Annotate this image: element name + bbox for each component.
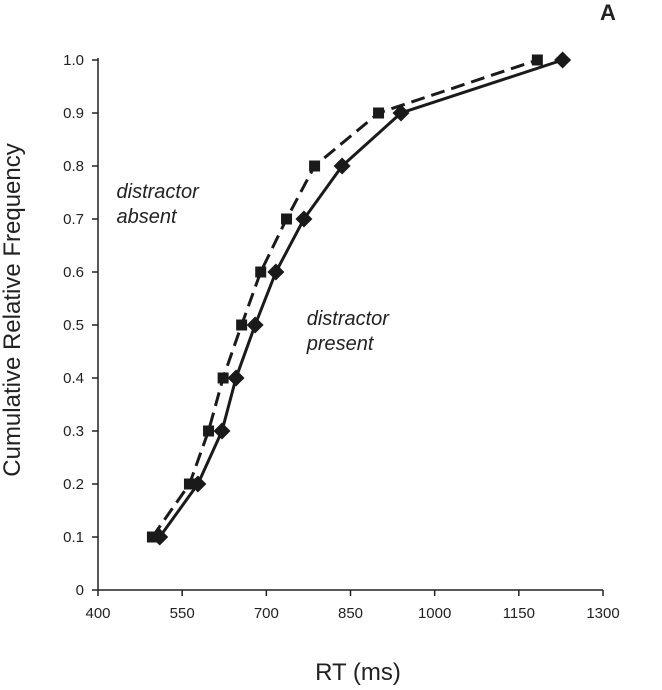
data-point-diamond	[189, 475, 207, 493]
data-point-square	[531, 54, 543, 66]
y-axis-title: Cumulative Relative Frequency	[0, 143, 26, 476]
x-tick-label: 850	[338, 605, 363, 622]
panel-label: A	[600, 0, 616, 25]
series-line-distractor-present	[158, 58, 564, 538]
y-tick-label: 0.9	[63, 105, 84, 122]
x-tick-label: 1000	[418, 605, 451, 622]
annotation-line: absent	[117, 206, 178, 228]
x-tick-label: 1300	[586, 605, 619, 622]
data-point-diamond	[246, 316, 264, 334]
data-point-square	[203, 425, 215, 437]
data-point-diamond	[392, 104, 410, 122]
data-point-diamond	[267, 263, 285, 281]
annotation-line: present	[306, 333, 375, 355]
data-point-diamond	[151, 528, 169, 546]
data-point-square	[373, 107, 385, 119]
y-tick-label: 0.5	[63, 317, 84, 334]
data-point-square	[281, 213, 293, 225]
data-point-diamond	[213, 422, 231, 440]
x-tick-label: 1150	[503, 605, 535, 622]
series-line-distractor-absent	[151, 58, 538, 538]
data-point-diamond	[295, 210, 313, 228]
data-point-diamond	[554, 51, 572, 69]
annotation-line: distractor	[117, 181, 201, 203]
x-ticks: 400 550 700 850 1000 1150 1300	[85, 590, 620, 622]
x-axis-title: RT (ms)	[315, 659, 401, 686]
data-point-square	[217, 372, 229, 384]
y-tick-label: 0.1	[63, 529, 84, 546]
x-tick-label: 550	[170, 605, 195, 622]
data-point-diamond	[333, 157, 351, 175]
y-tick-label: 0.8	[63, 158, 84, 175]
y-tick-label: 0.4	[63, 370, 84, 387]
y-tick-label: 1.0	[63, 52, 84, 69]
y-tick-label: 0	[76, 582, 84, 599]
y-tick-label: 0.7	[63, 211, 84, 228]
annotation-label: distractor absent	[117, 181, 201, 228]
y-ticks: 0 0.1 0.2 0.3 0.4 0.5 0.6 0.7 0.8 0.9 1.0	[63, 52, 98, 599]
y-tick-label: 0.2	[63, 476, 84, 493]
x-tick-label: 400	[85, 605, 110, 622]
x-tick-label: 700	[254, 605, 279, 622]
data-point-square	[309, 160, 321, 172]
data-point-diamond	[227, 369, 245, 387]
data-point-square	[236, 319, 248, 331]
data-point-square	[255, 266, 267, 278]
annotation-layer: distractor absent distractor present	[117, 181, 391, 355]
y-tick-label: 0.6	[63, 264, 84, 281]
annotation-line: distractor	[307, 308, 391, 330]
annotation-label: distractor present	[306, 308, 391, 355]
y-tick-label: 0.3	[63, 423, 84, 440]
series-layer	[146, 51, 572, 546]
